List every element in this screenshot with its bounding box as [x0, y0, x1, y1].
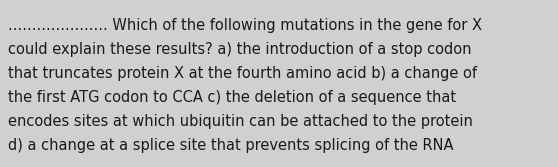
- Text: the first ATG codon to CCA c) the deletion of a sequence that: the first ATG codon to CCA c) the deleti…: [8, 90, 456, 105]
- Text: ..................... Which of the following mutations in the gene for X: ..................... Which of the follo…: [8, 18, 482, 33]
- Text: could explain these results? a) the introduction of a stop codon: could explain these results? a) the intr…: [8, 42, 472, 57]
- Text: that truncates protein X at the fourth amino acid b) a change of: that truncates protein X at the fourth a…: [8, 66, 477, 81]
- Text: d) a change at a splice site that prevents splicing of the RNA: d) a change at a splice site that preven…: [8, 138, 454, 153]
- Text: encodes sites at which ubiquitin can be attached to the protein: encodes sites at which ubiquitin can be …: [8, 114, 473, 129]
